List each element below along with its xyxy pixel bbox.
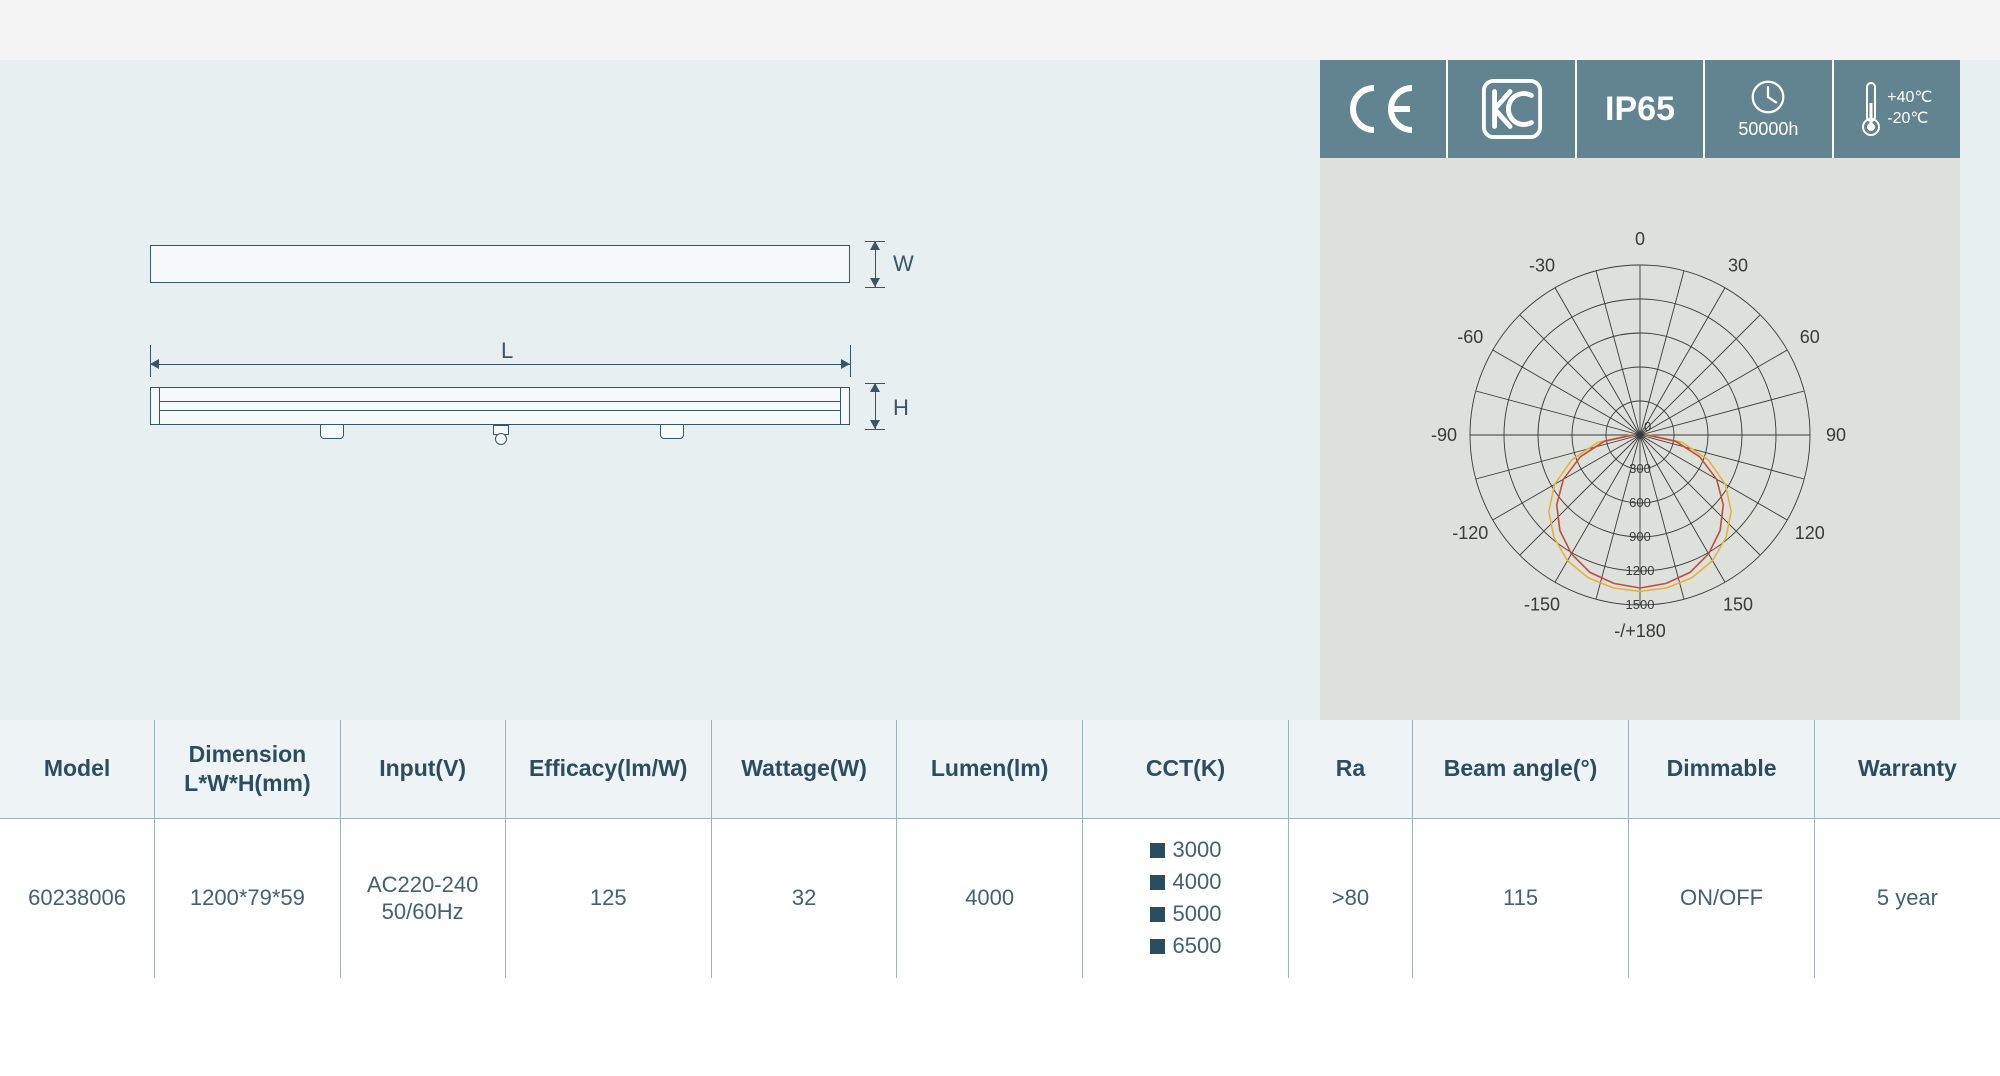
svg-text:300: 300 (1629, 461, 1651, 476)
tube-top-body (150, 245, 850, 283)
table-header-ra: Ra (1289, 720, 1413, 818)
cell-efficacy: 125 (505, 818, 711, 978)
mount-clip (320, 425, 344, 439)
svg-text:-/+180: -/+180 (1614, 621, 1666, 641)
tube-top-view: W (150, 245, 970, 295)
table-header-row: ModelDimensionL*W*H(mm)Input(V)Efficacy(… (0, 720, 2000, 818)
dimension-l: L (150, 350, 850, 385)
svg-text:150: 150 (1723, 595, 1753, 615)
table-header-warranty: Warranty (1814, 720, 2000, 818)
ce-mark-icon (1344, 84, 1422, 134)
table-row: 602380061200*79*59AC220-24050/60Hz125324… (0, 818, 2000, 978)
ip-rating-text: IP65 (1605, 90, 1675, 129)
badge-row: IP65 50000h (1320, 60, 1960, 158)
svg-text:1200: 1200 (1626, 563, 1655, 578)
right-panel: IP65 50000h (1320, 60, 1960, 720)
temp-high: +40℃ (1887, 88, 1932, 109)
kc-mark-icon (1481, 78, 1543, 140)
table-header-model: Model (0, 720, 155, 818)
mount-clip (660, 425, 684, 439)
cell-lumen: 4000 (897, 818, 1083, 978)
svg-text:-60: -60 (1457, 327, 1483, 347)
lifetime-text: 50000h (1738, 119, 1798, 140)
tube-side-cap-right (840, 387, 850, 425)
dim-l-label: L (495, 338, 519, 364)
spec-area: W L (0, 60, 2000, 720)
cell-ra: >80 (1289, 818, 1413, 978)
badge-ce (1320, 60, 1448, 158)
svg-text:900: 900 (1629, 529, 1651, 544)
svg-text:60: 60 (1800, 327, 1820, 347)
svg-text:1500: 1500 (1626, 597, 1655, 612)
table-header-beam: Beam angle(°) (1412, 720, 1628, 818)
svg-text:0: 0 (1644, 419, 1651, 434)
badge-kc (1448, 60, 1576, 158)
page-root: W L (0, 0, 2000, 978)
table-header-input: Input(V) (340, 720, 505, 818)
svg-text:-120: -120 (1452, 523, 1488, 543)
svg-text:600: 600 (1629, 495, 1651, 510)
cell-model: 60238006 (0, 818, 155, 978)
badge-lifetime: 50000h (1705, 60, 1833, 158)
svg-text:-30: -30 (1529, 255, 1555, 275)
temp-low: -20℃ (1887, 109, 1932, 130)
svg-text:0: 0 (1635, 229, 1645, 249)
top-strip (0, 0, 2000, 60)
cell-dimmable: ON/OFF (1629, 818, 1815, 978)
thermometer-icon (1861, 81, 1881, 137)
badge-temperature: +40℃ -20℃ (1834, 60, 1960, 158)
cell-beam: 115 (1412, 818, 1628, 978)
cable-gland (490, 425, 510, 445)
svg-text:90: 90 (1826, 425, 1846, 445)
svg-text:-90: -90 (1431, 425, 1457, 445)
polar-diagram: -/+180-150150-120120-9090-6060-303000300… (1380, 210, 1900, 690)
badge-ip-rating: IP65 (1577, 60, 1705, 158)
product-diagram: W L (150, 245, 970, 457)
svg-text:-150: -150 (1524, 595, 1560, 615)
cell-input: AC220-24050/60Hz (340, 818, 505, 978)
dim-h-label: H (893, 395, 909, 421)
cell-dimension: 1200*79*59 (155, 818, 341, 978)
tube-side-strip (150, 401, 850, 411)
cell-warranty: 5 year (1814, 818, 2000, 978)
tube-top-cap-right (838, 245, 850, 283)
tube-top-cap-left (150, 245, 162, 283)
spec-table: ModelDimensionL*W*H(mm)Input(V)Efficacy(… (0, 720, 2000, 978)
svg-text:120: 120 (1795, 523, 1825, 543)
tube-side-view: H (150, 387, 970, 457)
cell-cct: 3000400050006500 (1082, 818, 1288, 978)
temperature-values: +40℃ -20℃ (1887, 88, 1932, 130)
dim-w-label: W (893, 251, 914, 277)
tube-side-cap-left (150, 387, 160, 425)
cell-wattage: 32 (711, 818, 897, 978)
svg-text:30: 30 (1728, 255, 1748, 275)
clock-icon (1750, 79, 1786, 115)
table-header-wattage: Wattage(W) (711, 720, 897, 818)
table-header-cct: CCT(K) (1082, 720, 1288, 818)
table-header-lumen: Lumen(lm) (897, 720, 1083, 818)
table-header-dimension: DimensionL*W*H(mm) (155, 720, 341, 818)
table-header-efficacy: Efficacy(lm/W) (505, 720, 711, 818)
polar-chart-svg: -/+180-150150-120120-9090-6060-303000300… (1380, 210, 1900, 680)
table-header-dimmable: Dimmable (1629, 720, 1815, 818)
